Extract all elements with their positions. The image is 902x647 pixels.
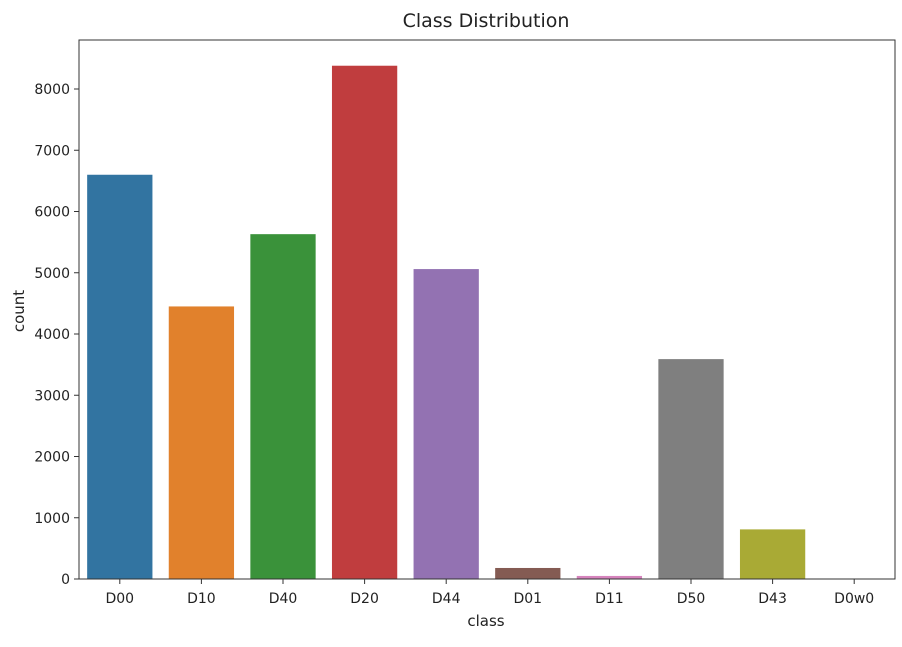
bar-d50 bbox=[658, 359, 723, 579]
bar-d00 bbox=[87, 175, 152, 579]
y-axis-label: count bbox=[10, 290, 28, 332]
y-tick-label: 3000 bbox=[34, 388, 70, 404]
x-axis-label: class bbox=[467, 612, 504, 630]
y-tick-label: 5000 bbox=[34, 266, 70, 282]
x-tick-label: D40 bbox=[269, 591, 298, 607]
y-tick-label: 0 bbox=[61, 572, 70, 588]
x-axis: D00 D10 D40 D20 D44 D01 D11 D50 D43 D0w0 bbox=[105, 579, 874, 607]
y-tick-label: 1000 bbox=[34, 511, 70, 527]
x-tick-label: D50 bbox=[677, 591, 706, 607]
x-tick-label: D44 bbox=[432, 591, 461, 607]
x-tick-label: D43 bbox=[758, 591, 787, 607]
chart-title: Class Distribution bbox=[403, 10, 570, 32]
y-tick-label: 7000 bbox=[34, 143, 70, 159]
y-tick-label: 2000 bbox=[34, 450, 70, 466]
y-tick-label: 6000 bbox=[34, 205, 70, 221]
bar-d20 bbox=[332, 66, 397, 579]
bar-d44 bbox=[414, 269, 479, 579]
bars-layer bbox=[87, 66, 887, 579]
x-tick-label: D11 bbox=[595, 591, 624, 607]
x-tick-label: D10 bbox=[187, 591, 216, 607]
x-tick-label: D01 bbox=[513, 591, 542, 607]
bar-d01 bbox=[495, 568, 560, 579]
y-axis: 0 1000 2000 3000 4000 5000 6000 7000 8000 bbox=[34, 82, 79, 588]
bar-d10 bbox=[169, 306, 234, 579]
bar-d43 bbox=[740, 529, 805, 579]
x-tick-label: D00 bbox=[105, 591, 134, 607]
x-tick-label: D0w0 bbox=[834, 591, 874, 607]
y-tick-label: 4000 bbox=[34, 327, 70, 343]
bar-d40 bbox=[250, 234, 315, 579]
y-tick-label: 8000 bbox=[34, 82, 70, 98]
x-tick-label: D20 bbox=[350, 591, 379, 607]
